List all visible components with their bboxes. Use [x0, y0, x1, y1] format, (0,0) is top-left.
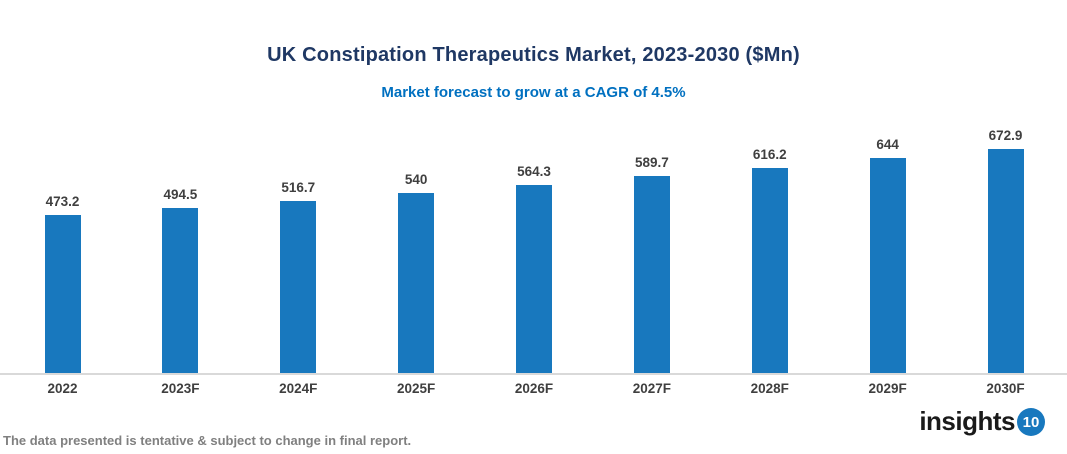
x-axis-label-2028F: 2028F — [750, 381, 789, 396]
bar-2025F — [398, 193, 435, 373]
bar-value-label-2030F: 672.9 — [988, 127, 1023, 143]
bar-value-label-2022: 473.2 — [45, 194, 80, 210]
logo-text: insights — [919, 405, 1015, 436]
x-axis-label-2022: 2022 — [47, 381, 78, 396]
chart-subtitle: Market forecast to grow at a CAGR of 4.5… — [381, 84, 686, 101]
x-axis-label-2027F: 2027F — [632, 381, 672, 396]
bar-2023F — [162, 208, 199, 373]
x-axis-label-2030F: 2030F — [986, 381, 1025, 396]
bar-value-label-2027F: 589.7 — [634, 155, 669, 171]
bar-value-label-2028F: 616.2 — [752, 146, 787, 162]
x-axis-label-2023F: 2023F — [161, 381, 200, 396]
x-axis-label-2029F: 2029F — [868, 381, 907, 396]
logo-badge: 10 — [1017, 408, 1045, 436]
chart-title: UK Constipation Therapeutics Market, 202… — [267, 44, 800, 66]
bar-value-label-2025F: 540 — [404, 172, 428, 187]
bar-2028F — [751, 167, 788, 373]
x-axis-label-2025F: 2025F — [396, 381, 436, 396]
x-axis-label-2024F: 2024F — [279, 381, 318, 396]
bar-2026F — [516, 184, 552, 373]
bar-value-label-2026F: 564.3 — [517, 163, 551, 179]
bar-value-label-2024F: 516.7 — [281, 179, 316, 195]
insights10-logo: insights 10 — [919, 405, 1045, 436]
bar-2022 — [44, 215, 81, 373]
bar-2027F — [633, 176, 670, 373]
x-axis-line — [0, 373, 1067, 375]
x-axis-label-2026F: 2026F — [514, 381, 554, 396]
bar-2030F — [987, 148, 1024, 373]
footnote: The data presented is tentative & subjec… — [3, 433, 412, 448]
bar-value-label-2029F: 644 — [876, 137, 899, 153]
bar-value-label-2023F: 494.5 — [163, 187, 198, 203]
bar-2029F — [869, 158, 906, 373]
bar-2024F — [280, 200, 317, 373]
